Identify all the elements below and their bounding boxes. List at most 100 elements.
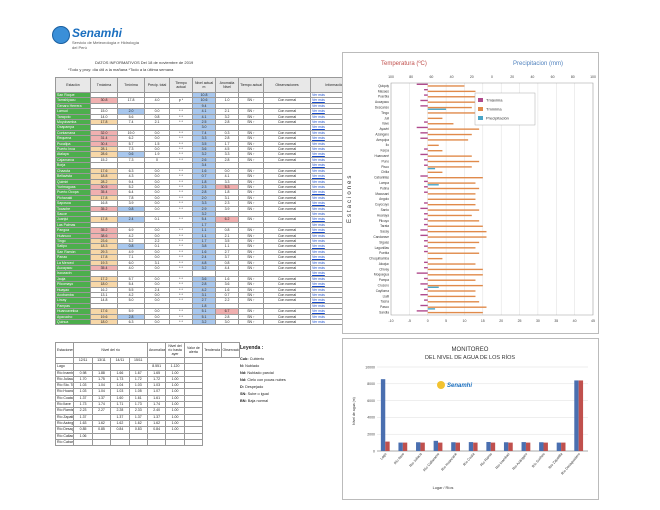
lower-cell-obs: [183, 413, 204, 421]
category-label: Descanso: [375, 105, 389, 109]
category-label: Kerpa: [380, 149, 389, 153]
category-label: Azángaro: [375, 132, 389, 136]
bar-0: [424, 245, 428, 247]
bottom-tick-label: 5: [445, 319, 447, 323]
column-header: Tmáxima: [90, 77, 118, 93]
category-label: Lampa: [379, 181, 389, 185]
category-label: Siguas: [379, 240, 389, 244]
table-row: Huancavelica 17.6 5.9 0.0 * * 5.1 6.7 SN ↑ Con n…: [55, 308, 359, 315]
top-tick-label: 40: [530, 75, 534, 79]
table-cell-nivel: 3.2: [192, 319, 216, 326]
lower-cell-obs: [183, 407, 204, 415]
x-axis-label: Lugar / Ríos: [433, 486, 454, 490]
table-row: Pucallpa 30.4 5.7 1.5 * * 3.5 1.7 SN ↑ Con norma…: [55, 140, 359, 148]
lower-cell-obs: [183, 419, 204, 428]
lower-cell-c: [110, 438, 130, 447]
lower-cell-obs: [183, 432, 204, 440]
lower-cell-name: Río Zapatilla: [54, 413, 75, 421]
bar-1: [427, 133, 472, 136]
bar-1: [427, 274, 483, 276]
category-label: Putina: [380, 186, 389, 190]
legend-text: Nublado: [244, 364, 260, 368]
legend-code: Nd:: [240, 378, 247, 382]
column-header: Observaciones: [263, 77, 311, 93]
report-note: *Todo y proy: día útil a la mañana *Todo…: [68, 67, 174, 72]
category-label: Tacna: [380, 300, 389, 304]
x-category-label: Río Juliaca: [409, 452, 423, 468]
bar-1: [427, 257, 443, 260]
brand-subtitle: Servicio de Meteorología e Hidrología de…: [72, 40, 139, 50]
lower-cell-name: Río Callacame: [54, 432, 75, 440]
bar-1: [427, 96, 480, 98]
bar-1: [427, 112, 480, 114]
lower-table-row: Río Ramis 2.23 2.27 2.28 2.33 2.40 1.00: [54, 407, 240, 415]
legend-code: Nd:: [240, 371, 247, 375]
legend-text: Sube o igual: [246, 392, 269, 396]
lower-cell-obs: [183, 375, 204, 384]
x-category-label: Río Desaguadero: [560, 452, 581, 476]
bar-0: [420, 283, 428, 285]
bar-1: [427, 160, 480, 163]
bottom-tick-label: 20: [499, 319, 503, 323]
table-row: Juanjui 17.8 2.4 0.1 * * 5.4 6.2 SN ↑ Con normal…: [55, 216, 359, 223]
table-row: Pilcomayo 18.0 5.4 0.0 * * 2.8 3.6 SN ↑ Con norm…: [55, 281, 359, 288]
bar-0: [420, 229, 428, 231]
bottom-tick-label: 25: [518, 319, 522, 323]
table-cell-estado: SN ↑: [238, 319, 264, 326]
table-row: San Roque 10.8 Ver más: [55, 91, 359, 99]
bottom-tick-label: 40: [573, 319, 577, 323]
bar-1: [427, 295, 476, 298]
bar-1: [427, 90, 476, 93]
top-tick-label: 40: [450, 75, 454, 79]
bar-1: [427, 214, 472, 217]
bar-1: [427, 106, 472, 109]
lower-table-row: Río Juliaca 1.70 1.75 1.73 1.72 1.72 1.00: [54, 375, 240, 384]
bar-0: [420, 207, 428, 210]
bar-1: [427, 263, 476, 265]
chart2-title: MONITOREO: [452, 347, 489, 353]
river-bar-0: [468, 442, 474, 451]
legend-item: D: Despejado: [240, 384, 330, 391]
river-bar-0: [574, 380, 579, 451]
legend-item: Nd: Cielo con pocas nubes: [240, 377, 330, 384]
legend-text: Baja normal: [246, 399, 269, 403]
column-header: Tmínima: [117, 77, 145, 93]
bar-0: [424, 186, 428, 188]
bar-1: [427, 187, 480, 190]
lower-cell-obs: [183, 382, 204, 390]
river-bar-1: [438, 442, 443, 451]
lower-cell-name: Río Desaguadero: [54, 426, 75, 434]
bar-1: [427, 155, 472, 157]
bar-0: [420, 99, 428, 102]
legend-swatch: [478, 116, 483, 120]
category-label: Ilo: [386, 143, 390, 147]
table-row: Puerto Ocopa 35.4 6.4 0.0 * * 2.8 1.8 SN ↑ Con n…: [55, 189, 359, 196]
category-label: Puno: [382, 159, 390, 163]
legend-text: Despejado: [244, 385, 264, 389]
legend-code: D:: [240, 385, 245, 389]
table-row: Pichanaki 17.8 7.8 0.0 * * 2.0 3.1 SN ↑ Con norm…: [55, 194, 359, 202]
table-cell-pp: 0.0: [144, 319, 170, 326]
y-tick-label: 0: [373, 449, 375, 453]
chart-title-left: Temperatura (ºC): [381, 60, 427, 67]
bar-0: [424, 223, 428, 226]
bar-0: [424, 148, 428, 150]
bar-0: [424, 277, 428, 280]
table-cell-anom: 3.0: [215, 319, 239, 326]
bar-0: [416, 272, 428, 274]
bar-0: [416, 310, 428, 312]
lower-column-header: Tendencia: [202, 342, 222, 358]
bar-1: [427, 241, 480, 244]
river-bar-1: [561, 442, 566, 451]
bar-1: [427, 225, 483, 227]
table-row: Aucayacu 35.4 4.0 0.0 * * 3.2 4.4 SN ↑ Con norma…: [55, 264, 359, 272]
legend-item: SN: Sube o igual: [240, 391, 330, 398]
chart2-subtitle: DEL NIVEL DE AGUA DE LOS RÍOS: [425, 354, 515, 361]
lower-table-row: Río Inambari0.981.881.661.671.651.00: [54, 369, 240, 377]
lower-cell-name: Río Azángaro: [54, 419, 75, 428]
table-row: Pangoa 35.2 6.9 0.0 * * 1.1 0.8 SN ↑ Con normal V…: [55, 227, 359, 234]
lower-table-row: Río Zapatilla1.371.371.371.371.00: [54, 413, 240, 421]
category-label: Pisco: [381, 165, 389, 169]
bottom-tick-label: 45: [591, 319, 595, 323]
bar-1: [427, 198, 476, 200]
